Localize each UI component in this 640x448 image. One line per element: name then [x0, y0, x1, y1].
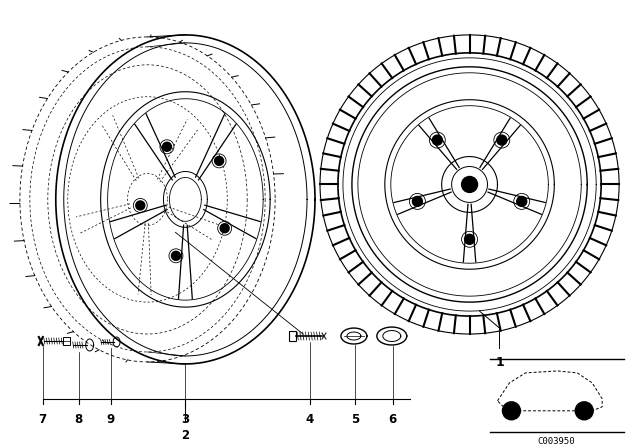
Text: 1: 1: [495, 356, 504, 369]
Text: 3: 3: [181, 413, 189, 426]
Circle shape: [502, 402, 520, 420]
Bar: [63, 337, 70, 345]
Circle shape: [172, 251, 180, 260]
Text: 8: 8: [75, 413, 83, 426]
Text: C003950: C003950: [538, 437, 575, 446]
Circle shape: [136, 201, 145, 210]
FancyBboxPatch shape: [289, 331, 296, 341]
Circle shape: [516, 196, 527, 207]
Circle shape: [412, 196, 422, 207]
Text: 2: 2: [181, 429, 189, 442]
Text: 4: 4: [306, 413, 314, 426]
Text: 6: 6: [388, 413, 397, 426]
Circle shape: [214, 156, 223, 165]
Circle shape: [433, 135, 442, 145]
Circle shape: [497, 135, 507, 145]
Circle shape: [163, 142, 172, 151]
Circle shape: [220, 224, 229, 233]
Text: 7: 7: [39, 413, 47, 426]
Text: 9: 9: [106, 413, 115, 426]
Circle shape: [465, 234, 474, 244]
Circle shape: [575, 402, 593, 420]
Text: 5: 5: [351, 413, 359, 426]
Circle shape: [461, 177, 477, 193]
